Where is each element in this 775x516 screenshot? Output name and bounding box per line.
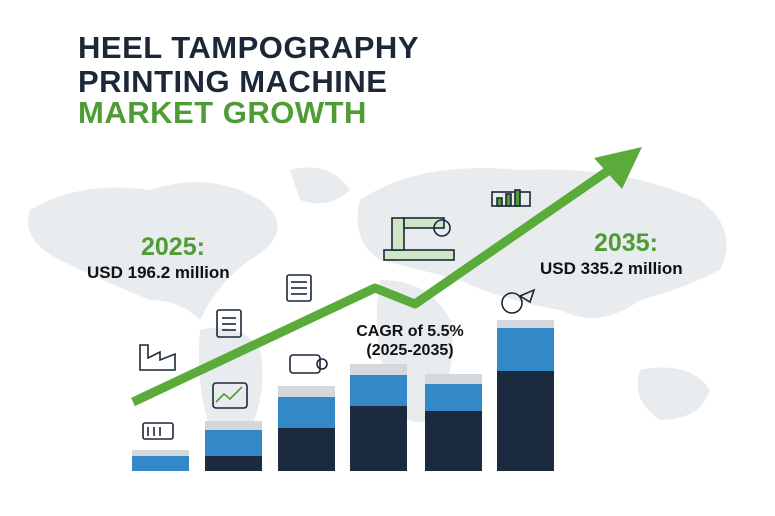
start-value: USD 196.2 million (87, 263, 230, 282)
icons (139, 189, 536, 440)
bars (132, 320, 554, 471)
world-map (28, 167, 727, 457)
cagr-rate: CAGR of 5.5% (356, 323, 464, 340)
title-line: MARKET GROWTH (78, 95, 367, 130)
end-year: 2035: (594, 229, 658, 257)
title-line: HEEL TAMPOGRAPHY (78, 30, 419, 65)
title-line: PRINTING MACHINE (78, 64, 387, 99)
start-year: 2025: (141, 233, 205, 261)
growth-arrow (131, 147, 642, 407)
end-value: USD 335.2 million (540, 259, 683, 278)
cagr-period: (2025-2035) (366, 342, 453, 359)
